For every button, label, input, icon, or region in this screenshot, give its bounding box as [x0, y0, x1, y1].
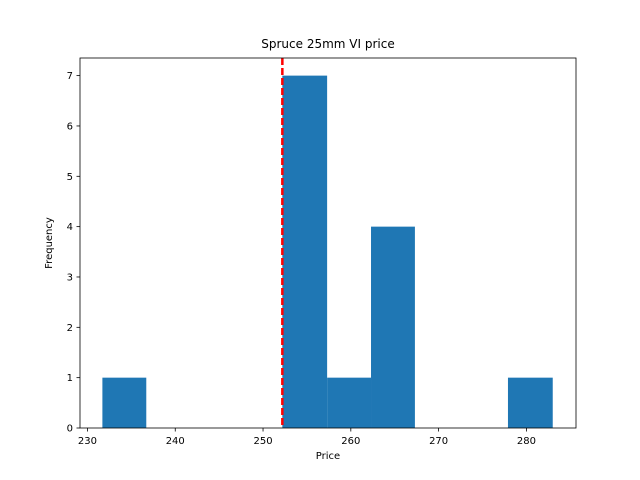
- y-tick-label: 1: [67, 373, 73, 384]
- y-tick-label: 2: [67, 323, 73, 334]
- histogram-bar: [102, 377, 147, 428]
- x-tick-label: 230: [78, 436, 97, 447]
- x-tick-label: 270: [429, 436, 448, 447]
- y-tick-label: 3: [67, 272, 73, 283]
- x-tick-label: 240: [166, 436, 185, 447]
- x-axis-label: Price: [316, 451, 340, 462]
- x-tick-label: 250: [253, 436, 272, 447]
- histogram-bar: [327, 377, 372, 428]
- y-tick-label: 0: [67, 424, 73, 435]
- y-tick-label: 6: [67, 121, 73, 132]
- histogram-bar: [507, 377, 553, 428]
- y-axis-ticks: 0 1 2 3 4 5 6 7: [67, 71, 80, 435]
- y-tick-label: 7: [67, 71, 73, 82]
- histogram-bar: [282, 75, 328, 428]
- x-tick-label: 280: [517, 436, 536, 447]
- axes-frame: [79, 57, 577, 429]
- x-axis-ticks: 230 240 250 260 270 280: [78, 428, 536, 447]
- y-tick-label: 4: [67, 222, 73, 233]
- chart-title: Spruce 25mm VI price: [261, 37, 394, 51]
- bars-group: [102, 75, 553, 428]
- histogram-bar: [371, 226, 415, 428]
- y-axis-label: Frequency: [44, 217, 55, 269]
- x-tick-label: 260: [341, 436, 360, 447]
- y-tick-label: 5: [67, 172, 73, 183]
